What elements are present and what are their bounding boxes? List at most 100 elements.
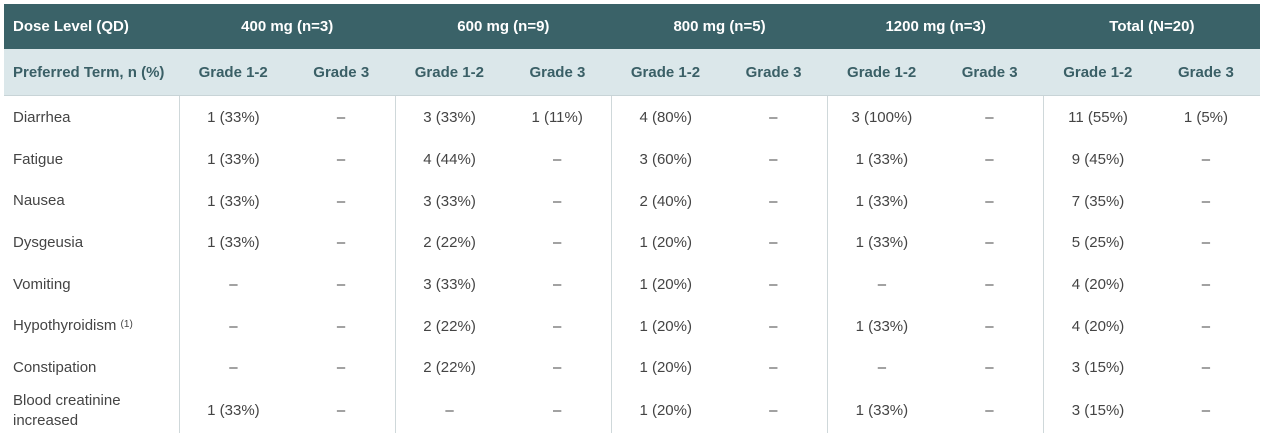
preferred-term-cell: Nausea xyxy=(4,181,179,223)
table-cell: – xyxy=(336,276,346,294)
table-cell: – xyxy=(336,192,346,210)
preferred-term-cell: Vomiting xyxy=(4,264,179,306)
table-cell: – xyxy=(178,346,288,389)
preferred-term-header: Preferred Term, n (%) xyxy=(4,49,180,96)
table-cell: 2 (40%) xyxy=(610,180,720,223)
dose-header-total: Total (N=20) xyxy=(1043,4,1260,49)
adverse-events-table: Dose Level (QD) 400 mg (n=3) 600 mg (n=9… xyxy=(4,4,1260,433)
table-cell: – xyxy=(769,317,778,335)
preferred-term-cell: Fatigue xyxy=(4,139,179,181)
footnote-marker: (1) xyxy=(120,319,133,331)
table-cell: – xyxy=(178,305,288,347)
preferred-term-label: Fatigue xyxy=(13,150,64,168)
table-cell: 1 (20%) xyxy=(610,346,720,389)
table-cell: 1 (33%) xyxy=(827,305,936,347)
table-cell: – xyxy=(769,109,778,126)
table-cell: 3 (33%) xyxy=(394,95,504,139)
table-cell: 3 (15%) xyxy=(1043,346,1152,389)
adverse-events-table-container: Dose Level (QD) 400 mg (n=3) 600 mg (n=9… xyxy=(4,4,1260,433)
preferred-term-label: Vomiting xyxy=(13,275,71,293)
table-cell: 4 (20%) xyxy=(1043,305,1152,347)
preferred-term-label: Blood creatinine increased xyxy=(13,391,121,429)
table-cell: 3 (15%) xyxy=(1043,388,1152,433)
table-cell: 4 (20%) xyxy=(1043,263,1152,306)
grade-header-cell: Grade 1-2 xyxy=(395,49,504,96)
table-row: Hypothyroidism (1) – –2 (22%) –1 (20%) –1 (3… xyxy=(4,305,1260,347)
table-cell: – xyxy=(769,276,778,294)
table-cell: – xyxy=(769,192,778,210)
grade-header-cell: Grade 1-2 xyxy=(611,49,720,96)
dose-header-800mg: 800 mg (n=5) xyxy=(611,4,828,49)
table-cell: – xyxy=(336,359,346,377)
grade-header-cell: Grade 3 xyxy=(287,49,396,96)
table-cell: – xyxy=(985,109,994,126)
preferred-term-cell: Constipation xyxy=(4,347,179,389)
table-cell: 2 (22%) xyxy=(394,222,504,264)
table-cell: 2 (22%) xyxy=(394,305,504,347)
table-cell: 1 (5%) xyxy=(1183,109,1228,126)
table-cell: – xyxy=(985,234,994,252)
table-cell: 1 (20%) xyxy=(610,263,720,306)
table-row: Blood creatinine increased 1 (33%) – – – 1 (2… xyxy=(4,388,1260,433)
preferred-term-label: Constipation xyxy=(13,358,97,376)
table-cell: – xyxy=(985,276,994,294)
table-cell: 11 (55%) xyxy=(1043,95,1152,139)
table-row: Diarrhea 1 (33%) – 3 (33%) 1 (11%) 4 (80%) – 3 … xyxy=(4,95,1260,140)
table-cell: – xyxy=(1201,317,1211,335)
preferred-term-label: Dysgeusia xyxy=(13,233,84,251)
table-cell: 4 (44%) xyxy=(394,139,504,181)
table-cell: 7 (35%) xyxy=(1043,180,1152,223)
table-cell: 4 (80%) xyxy=(610,95,720,139)
table-cell: – xyxy=(1201,151,1211,169)
dose-level-header-row: Dose Level (QD) 400 mg (n=3) 600 mg (n=9… xyxy=(4,4,1260,49)
table-cell: – xyxy=(985,359,994,377)
table-cell: – xyxy=(552,234,562,252)
table-cell: 1 (33%) xyxy=(178,95,288,139)
table-cell: – xyxy=(336,109,346,126)
table-cell: – xyxy=(1201,192,1211,210)
table-body: Diarrhea 1 (33%) –3 (33%) 1 (11%) 4 (80%) –3 … xyxy=(4,95,1260,433)
table-cell: 1 (33%) xyxy=(178,222,288,264)
table-cell: 3 (33%) xyxy=(394,180,504,223)
table-cell: 1 (33%) xyxy=(178,139,288,181)
table-cell: – xyxy=(1201,402,1211,420)
table-row: Vomiting – – 3 (33%) – 1 (20%) – – – 4 (20%) – xyxy=(4,263,1260,306)
table-cell: – xyxy=(985,317,994,335)
table-cell: 1 (33%) xyxy=(827,139,936,181)
table-cell: – xyxy=(769,151,778,169)
table-row: Nausea 1 (33%) – 3 (33%) – 2 (40%) – 1 (33%) – 7 … xyxy=(4,180,1260,223)
preferred-term-cell: Diarrhea xyxy=(4,96,179,140)
preferred-term-label: Diarrhea xyxy=(13,108,71,126)
table-cell: 3 (100%) xyxy=(827,95,936,139)
table-cell: – xyxy=(985,151,994,169)
table-cell: – xyxy=(827,346,936,389)
table-cell: – xyxy=(178,263,288,306)
grade-header-row: Preferred Term, n (%) Grade 1-2 Grade 3 … xyxy=(4,49,1260,96)
table-cell: – xyxy=(1201,234,1211,252)
preferred-term-cell: Hypothyroidism (1) xyxy=(4,305,179,347)
table-cell: – xyxy=(1201,276,1211,294)
table-cell: – xyxy=(769,402,778,420)
table-row: Fatigue 1 (33%) – 4 (44%) – 3 (60%) – 1 (33%) – 9… xyxy=(4,139,1260,181)
dose-level-corner: Dose Level (QD) xyxy=(4,4,180,49)
table-cell: 5 (25%) xyxy=(1043,222,1152,264)
preferred-term-label: Hypothyroidism xyxy=(13,317,117,335)
table-cell: – xyxy=(1201,359,1211,377)
preferred-term-cell: Blood creatinine increased xyxy=(4,389,179,433)
table-cell: – xyxy=(769,359,778,377)
table-cell: – xyxy=(394,388,504,433)
dose-header-400mg: 400 mg (n=3) xyxy=(179,4,396,49)
table-cell: – xyxy=(336,234,346,252)
table-cell: 3 (33%) xyxy=(394,263,504,306)
grade-header-cell: Grade 3 xyxy=(503,49,612,96)
table-cell: – xyxy=(552,317,562,335)
table-cell: 1 (20%) xyxy=(610,388,720,433)
table-cell: 1 (33%) xyxy=(178,388,288,433)
table-cell: – xyxy=(552,276,562,294)
table-cell: – xyxy=(985,402,994,420)
table-cell: 9 (45%) xyxy=(1043,139,1152,181)
table-cell: 1 (33%) xyxy=(827,388,936,433)
dose-header-600mg: 600 mg (n=9) xyxy=(395,4,612,49)
table-cell: 1 (33%) xyxy=(827,222,936,264)
table-cell: – xyxy=(985,192,994,210)
